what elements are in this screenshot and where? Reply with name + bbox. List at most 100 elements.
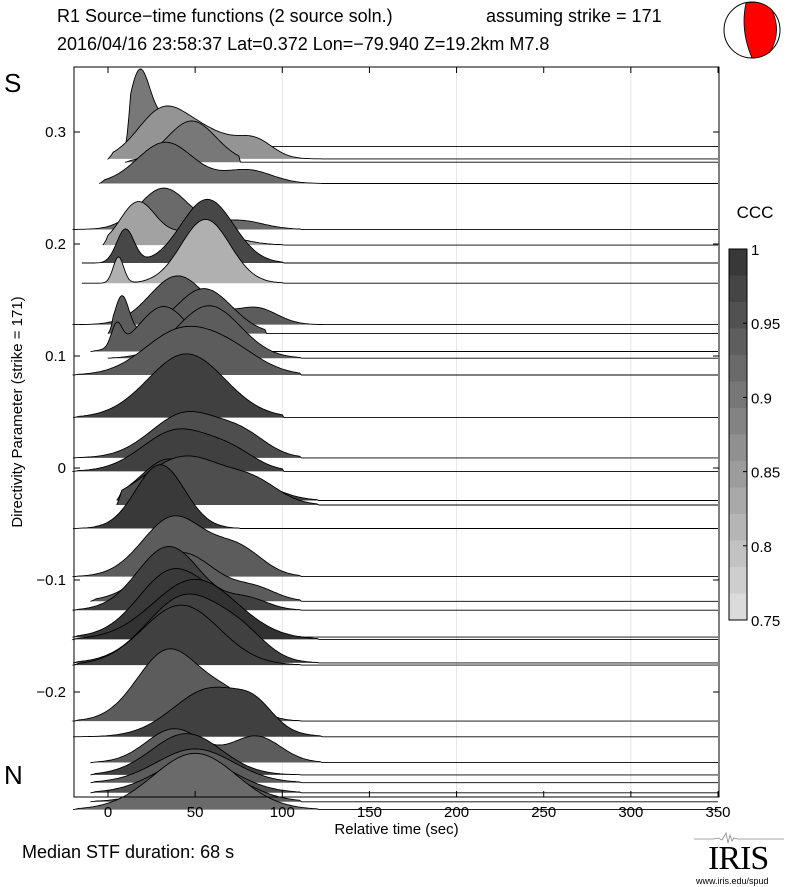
stf-trace-line [73, 353, 718, 419]
y-axis-label: Directivity Parameter (strike = 171) [9, 296, 26, 527]
stf-trace-line [107, 305, 718, 359]
y-tick-label: −0.2 [36, 684, 66, 701]
colorbar: CCC 1 0.95 0.9 0.85 0.8 0.75 [728, 203, 780, 630]
colorbar-step [729, 540, 747, 568]
grid-lines [281, 67, 632, 797]
north-label: N [4, 760, 23, 790]
plot-frame [73, 66, 720, 798]
stf-trace-line [90, 733, 718, 776]
stf-trace-line [71, 428, 718, 472]
x-tick-label: 0 [104, 804, 112, 821]
colorbar-step [729, 275, 747, 303]
iris-url: www.iris.edu/spud [696, 876, 769, 886]
median-duration: Median STF duration: 68 s [22, 842, 235, 862]
y-tick-label: 0.3 [45, 124, 66, 141]
stf-trace-line [71, 568, 718, 638]
x-tick-label: 250 [531, 804, 556, 821]
colorbar-step [729, 381, 747, 409]
stf-trace-fill [73, 515, 720, 577]
event-info: 2016/04/16 23:58:37 Lat=0.372 Lon=−79.94… [57, 34, 550, 54]
stf-trace-fill [125, 121, 719, 163]
stf-trace-fill [99, 142, 720, 184]
stf-trace-line [71, 578, 718, 641]
stf-trace-line [124, 120, 718, 163]
colorbar-step [729, 593, 747, 621]
colorbar-step [729, 461, 747, 488]
x-tick-label: 300 [618, 804, 643, 821]
y-tick-label: 0 [58, 460, 66, 477]
stf-trace-line [72, 464, 718, 529]
stf-trace-line [71, 604, 718, 666]
colorbar-tick-label: 0.75 [751, 613, 780, 630]
stf-trace-fill [81, 219, 720, 284]
stf-trace-line [73, 752, 718, 811]
stf-trace-line [71, 187, 718, 230]
stf-trace-fill [73, 753, 720, 810]
stf-trace-line [71, 275, 718, 326]
stf-trace-fill [116, 455, 719, 505]
beachball-icon [723, 1, 781, 59]
stf-trace-line [107, 288, 718, 335]
colorbar-step [729, 302, 747, 329]
stf-trace-line [72, 593, 718, 664]
y-axis: 0.3 0.2 0.1 0 −0.1 −0.2 [36, 124, 719, 701]
stf-trace-line [71, 648, 718, 722]
colorbar-step [729, 408, 747, 435]
colorbar-tick-label: 1 [751, 242, 759, 259]
colorbar-tick-label: 0.9 [751, 390, 772, 407]
stf-trace-fill [73, 188, 720, 230]
colorbar-step [729, 328, 747, 356]
y-tick-label: 0.2 [45, 236, 66, 253]
x-tick-label: 150 [357, 804, 382, 821]
stf-trace-line [73, 686, 718, 738]
iris-logo: IRIS www.iris.edu/spud [690, 830, 790, 887]
x-tick-label: 350 [705, 804, 730, 821]
colorbar-tick-label: 0.95 [751, 316, 780, 333]
stf-trace-line [81, 218, 718, 284]
stf-trace-fill [73, 428, 720, 472]
colorbar-step [729, 487, 747, 515]
colorbar-step [729, 434, 747, 462]
x-tick-label: 200 [444, 804, 469, 821]
stf-trace-fill [73, 605, 720, 666]
stf-trace-line [107, 105, 718, 160]
stf-trace-line [72, 515, 718, 578]
stf-trace-line [90, 552, 718, 602]
colorbar-step [729, 567, 747, 594]
x-tick-label: 100 [270, 804, 295, 821]
stf-trace-fill [108, 106, 719, 159]
colorbar-step [729, 249, 747, 276]
stf-trace-fill [73, 353, 720, 418]
strike-note: assuming strike = 171 [486, 6, 662, 26]
colorbar-step [729, 514, 747, 541]
y-tick-label: −0.1 [36, 572, 66, 589]
stf-trace-line [72, 411, 718, 459]
stf-trace-fill [73, 464, 720, 529]
stf-trace-line [98, 141, 718, 184]
colorbar-tick-label: 0.8 [751, 539, 772, 556]
stf-trace-fill [73, 546, 720, 611]
trace-group [71, 68, 720, 811]
stf-trace-fill [102, 201, 720, 246]
colorbar-step [729, 355, 747, 382]
stf-trace-line [81, 198, 718, 264]
stf-trace-fill [90, 749, 720, 783]
colorbar-frame [728, 248, 748, 621]
stf-trace-fill [73, 687, 720, 737]
x-tick-label: 50 [187, 804, 204, 821]
stf-trace-line [90, 748, 718, 784]
y-tick-label: 0.1 [45, 348, 66, 365]
stf-trace-line [72, 325, 718, 376]
chart-title: R1 Source−time functions (2 source soln.… [57, 6, 393, 26]
x-axis: 0 50 100 150 200 250 300 350 [104, 67, 731, 821]
stf-trace-fill [73, 326, 720, 376]
seismogram-icon [694, 831, 784, 844]
south-label: S [4, 68, 22, 98]
x-axis-label: Relative time (sec) [334, 821, 458, 838]
colorbar-label: CCC [737, 203, 774, 222]
stf-trace-fill [90, 552, 720, 602]
stf-trace-fill [81, 199, 720, 264]
stf-trace-line [116, 455, 718, 506]
colorbar-tick-label: 0.85 [751, 465, 780, 482]
